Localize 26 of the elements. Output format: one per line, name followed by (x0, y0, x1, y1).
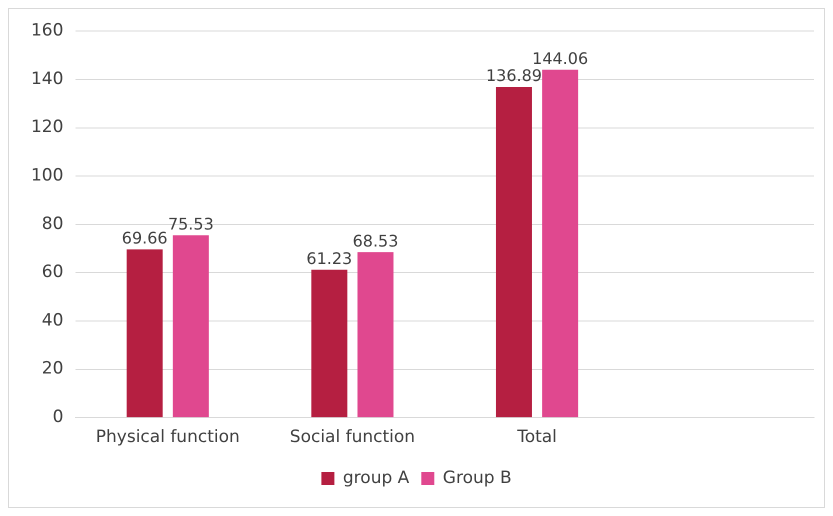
data-label: 136.89 (486, 66, 542, 86)
y-tick-label: 20 (42, 358, 64, 379)
bar (496, 87, 532, 418)
bar (311, 270, 348, 418)
data-label: 144.06 (532, 48, 588, 68)
bar (542, 70, 578, 418)
data-label: 68.53 (352, 231, 398, 250)
x-tick-label: Social function (290, 427, 416, 448)
y-tick-label: 80 (42, 214, 64, 234)
x-tick-label: Total (516, 427, 557, 448)
y-tick-label: 120 (30, 117, 64, 138)
bar (357, 252, 394, 418)
data-label: 75.53 (168, 214, 214, 234)
bar (172, 235, 209, 418)
data-label: 69.66 (122, 228, 168, 248)
bar (126, 249, 163, 418)
legend-label: Group B (442, 468, 512, 488)
y-tick-label: 140 (30, 68, 64, 89)
x-tick-label: Physical function (96, 427, 240, 448)
y-tick-label: 160 (30, 20, 64, 41)
data-label: 61.23 (306, 248, 352, 268)
y-tick-label: 40 (42, 310, 64, 330)
y-tick-label: 0 (52, 407, 64, 428)
y-tick-label: 60 (42, 262, 64, 282)
legend-label: group A (342, 468, 410, 488)
y-tick-label: 100 (30, 166, 64, 186)
